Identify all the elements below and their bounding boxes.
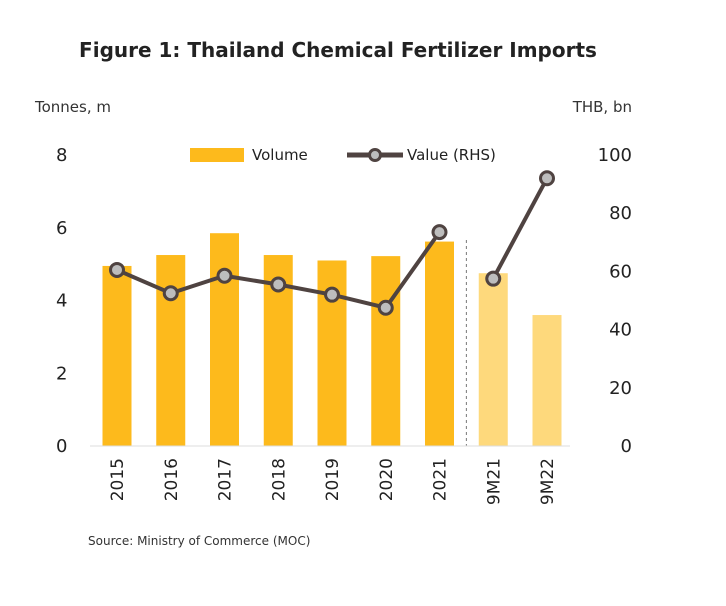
- right-tick-label: 60: [609, 261, 632, 282]
- value-marker-9m22: [539, 170, 555, 187]
- category-label: 2020: [377, 458, 397, 501]
- volume-bar-9m22: [532, 315, 562, 446]
- right-tick-label: 100: [598, 145, 632, 166]
- right-tick-label: 0: [621, 436, 632, 457]
- category-label: 2016: [162, 458, 182, 501]
- right-axis-ticks: 0 20 40 60 80 100: [598, 145, 632, 457]
- left-axis-ticks: 0 2 4 6 8: [56, 145, 67, 457]
- value-marker-2018: [270, 276, 287, 293]
- left-tick-label: 8: [56, 145, 67, 166]
- value-marker-2015: [109, 261, 125, 278]
- source-note: Source: Ministry of Commerce (MOC): [88, 534, 310, 548]
- volume-bars: [102, 233, 562, 446]
- value-marker-9m21: [485, 270, 502, 287]
- category-label: 2018: [269, 458, 289, 501]
- legend-value-marker: [368, 148, 382, 162]
- category-label: 2021: [431, 458, 451, 501]
- chart-title: Figure 1: Thailand Chemical Fertilizer I…: [79, 38, 597, 62]
- left-tick-label: 6: [56, 218, 67, 239]
- volume-bar-2017: [210, 233, 239, 446]
- value-marker-2020: [377, 299, 394, 316]
- volume-bar-2021: [425, 241, 454, 446]
- legend-volume-label: Volume: [252, 146, 308, 164]
- volume-bar-2015: [102, 265, 132, 446]
- category-label: 2015: [108, 458, 128, 501]
- left-tick-label: 4: [56, 291, 67, 312]
- legend-volume-swatch: [190, 148, 244, 162]
- category-label: 9M22: [538, 458, 558, 505]
- value-marker-2017: [216, 267, 233, 284]
- legend-value-label: Value (RHS): [407, 146, 496, 164]
- value-line: [109, 170, 555, 316]
- right-tick-label: 20: [609, 378, 632, 399]
- value-marker-2021: [431, 224, 448, 241]
- right-tick-label: 40: [609, 320, 632, 341]
- volume-bar-2016: [156, 255, 186, 446]
- left-axis-unit: Tonnes, m: [34, 98, 111, 116]
- left-tick-label: 2: [56, 363, 67, 384]
- value-marker-2019: [324, 286, 340, 303]
- category-label: 2017: [216, 458, 236, 501]
- category-labels: 2015 2016 2017 2018 2019 2020 2021 9M21 9M22: [108, 458, 558, 505]
- volume-bar-2020: [371, 256, 401, 446]
- legend: Volume Value (RHS): [190, 146, 496, 164]
- category-label: 9M21: [484, 458, 504, 505]
- left-tick-label: 0: [56, 436, 67, 457]
- right-axis-unit: THB, bn: [572, 98, 632, 116]
- category-label: 2019: [323, 458, 343, 501]
- value-marker-2016: [162, 285, 179, 302]
- volume-bar-9m21: [478, 273, 508, 446]
- right-tick-label: 80: [609, 203, 632, 224]
- value-line-segment-2: [491, 177, 549, 280]
